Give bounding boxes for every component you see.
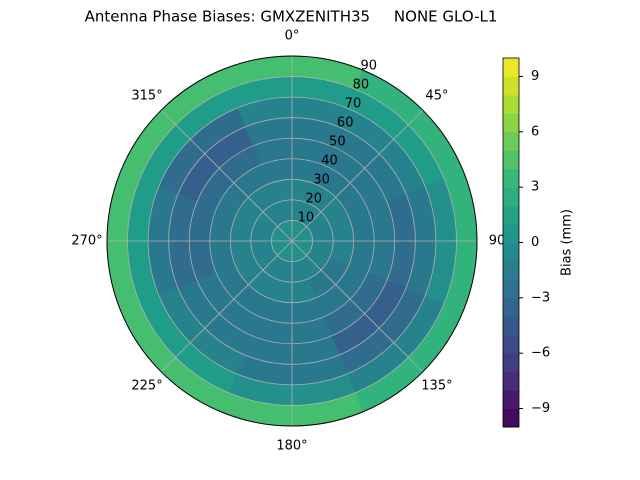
colorbar-tick-label: −3 (531, 290, 550, 305)
theta-tick-label: 315° (131, 89, 162, 104)
colorbar-band (503, 408, 519, 428)
colorbar-band (503, 334, 519, 354)
colorbar-band (503, 390, 519, 410)
grid-spoke (291, 109, 424, 242)
colorbar-band (503, 242, 519, 262)
theta-tick-label: 0° (285, 29, 300, 44)
colorbar-band (503, 58, 519, 77)
r-tick-label: 50 (329, 135, 346, 150)
colorbar-band (503, 187, 519, 207)
r-tick-label: 30 (313, 173, 330, 188)
r-tick-label: 80 (353, 78, 370, 93)
grid-spoke (160, 109, 293, 242)
r-tick-label: 70 (345, 97, 362, 112)
r-tick-label: 60 (337, 116, 354, 131)
colorbar-tick-label: −6 (531, 346, 550, 361)
r-tick-label: 20 (305, 192, 322, 207)
colorbar-band (503, 224, 519, 243)
colorbar-tick-label: 9 (531, 69, 539, 84)
colorbar-band (503, 279, 519, 299)
colorbar-band (503, 205, 519, 225)
colorbar-label: Bias (mm) (560, 209, 575, 276)
polar-frame (106, 55, 478, 427)
colorbar-band (503, 131, 519, 151)
colorbar-tick-label: −9 (531, 401, 550, 416)
theta-tick-label: 180° (276, 439, 307, 454)
colorbar-band (503, 297, 519, 317)
colorbar-band (503, 94, 519, 114)
colorbar-band (503, 150, 519, 170)
r-tick-label: 90 (361, 59, 378, 74)
colorbar-band (503, 371, 519, 391)
colorbar-band (503, 260, 519, 280)
theta-tick-label: 135° (421, 378, 452, 393)
r-tick-label: 40 (321, 154, 338, 169)
colorbar-band (503, 76, 519, 96)
grid-spoke (291, 240, 424, 373)
r-tick-label: 10 (298, 211, 315, 226)
colorbar-tick-label: 3 (531, 180, 539, 195)
colorbar-band (503, 316, 519, 336)
colorbar-band (503, 353, 519, 373)
theta-tick-label: 270° (71, 234, 102, 249)
chart-title: Antenna Phase Biases: GMXZENITH35 NONE G… (85, 8, 498, 26)
colorbar-tick-label: 0 (531, 235, 539, 250)
colorbar-band (503, 113, 519, 133)
theta-tick-label: 225° (131, 378, 162, 393)
theta-tick-label: 45° (425, 89, 448, 104)
grid-spoke (160, 240, 293, 373)
colorbar-tick-label: 6 (531, 124, 539, 139)
colorbar-band (503, 168, 519, 188)
theta-tick-label: 90 (489, 234, 506, 249)
